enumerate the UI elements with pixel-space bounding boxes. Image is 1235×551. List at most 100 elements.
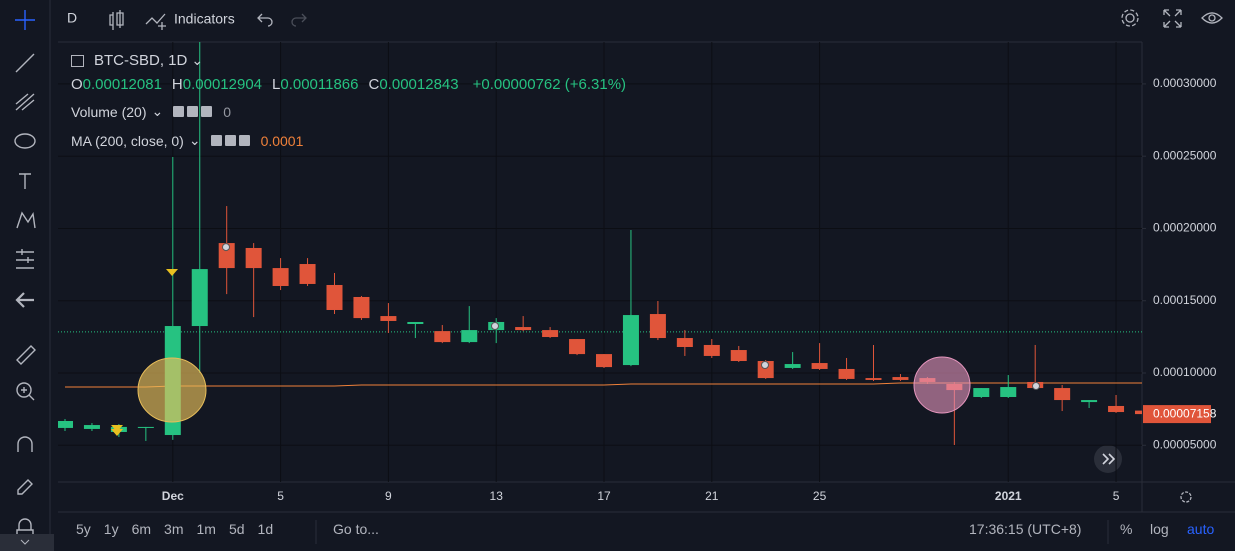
event-marker [1032,381,1040,390]
zoom-tool[interactable] [16,382,32,398]
axes: 0.00005000 0.00010000 0.00015000 0.00020000… [162,76,1217,503]
trend-line-tool[interactable] [15,53,35,73]
volume-legend: Volume (20) ⌄ 0 [71,103,232,120]
chart-style-button[interactable] [109,10,124,30]
ohlc-label: O [71,76,83,93]
candle-body [1135,410,1142,415]
magnet-tool[interactable] [17,436,33,452]
indicators-button[interactable]: Indicators [174,11,235,27]
settings-button[interactable] [224,135,236,146]
remove-button[interactable] [201,106,213,117]
collapse-icon [20,539,30,545]
range-button[interactable]: 5d [228,521,245,537]
y-tick-label: 0.00025000 [1153,148,1217,162]
plot-area [58,42,1142,482]
range-button[interactable]: 6m [131,521,152,537]
shape-tool[interactable] [14,133,36,149]
candle-body [730,350,747,362]
symbol-title[interactable]: BTC-SBD, 1D [94,52,188,69]
candle-body [380,316,397,321]
settings-button[interactable] [1125,13,1135,23]
range-button[interactable]: 5y [76,521,91,537]
ma-name: MA (200, close, 0) [71,132,184,149]
last-price-box [1143,405,1211,424]
remove-button[interactable] [238,135,250,146]
x-tick-label: 2021 [995,489,1022,503]
fullscreen-button[interactable] [1163,9,1182,28]
candle-body [58,421,73,428]
ohlc-value: 0.00012904 [182,76,263,93]
candle-body [1108,405,1125,413]
x-tick-label: Dec [162,489,184,503]
redo-button[interactable] [291,13,307,27]
crosshair-tool[interactable] [15,10,35,30]
pattern-tool[interactable] [16,211,36,229]
candle-body [973,388,990,398]
candle-body [434,331,451,343]
event-marker [761,361,769,370]
range-button[interactable]: 1m [196,521,216,537]
scroll-icon [1102,453,1116,465]
undo-button[interactable] [257,13,273,27]
candle-body [1081,400,1098,403]
candle-body [1054,388,1071,401]
ohlc-label: H [171,76,183,93]
auto-toggle[interactable]: auto [1187,521,1215,537]
y-tick-label: 0.00020000 [1153,221,1217,235]
prediction-tool[interactable] [16,249,34,269]
range-button[interactable]: 1y [103,521,119,537]
candle-body [784,364,801,368]
event-marker [491,321,499,330]
candle-body [137,426,154,428]
range-button[interactable]: 1d [257,521,274,537]
candle-body [649,314,666,339]
candle-body [703,344,720,356]
signal-arrow [166,269,178,276]
last-price-label: 0.00007158 [1153,406,1217,420]
goto-button[interactable]: Go to... [333,521,379,537]
text-tool[interactable] [19,173,31,189]
back-tool[interactable] [15,292,34,308]
fib-tool[interactable] [15,93,35,111]
ohlc-value: 0.00012081 [82,76,162,93]
candle-body [596,354,612,368]
collapse-legend[interactable] [71,54,84,67]
highlight-circle [913,356,971,414]
volume-name: Volume (20) [71,103,147,120]
highlight-circle [137,357,207,423]
top-toolbar-icons [109,9,1223,503]
event-marker [222,243,230,252]
x-tick-label: 5 [1113,489,1120,503]
candle-body [407,321,424,325]
candle-body [892,377,909,380]
hide-button[interactable] [210,135,222,146]
ma-value: 0.0001 [260,132,304,149]
candle-body [811,363,828,369]
drawing-tools [14,10,36,541]
log-toggle[interactable]: log [1150,521,1169,537]
ohlc-label: C [368,76,380,93]
candle-body [865,378,882,380]
candle-body [245,247,262,269]
ohlc-value: 0.00012843 [379,76,459,93]
interval-button[interactable]: D [67,10,77,26]
draw-mode-tool[interactable] [17,479,33,495]
ohlc-legend: O 0.00012081 H 0.00012904 L 0.00011866 C 0.0001… [71,76,626,93]
price-change: +0.00000762 (+6.31%) [472,76,627,93]
candle-body [838,368,855,379]
candle-body [1000,387,1017,398]
settings-button[interactable] [187,106,199,117]
visibility-button[interactable] [1201,12,1223,24]
percent-toggle[interactable]: % [1120,521,1133,537]
ohlc-label: L [272,76,281,93]
x-tick-label: 25 [813,489,827,503]
candle-body [569,339,586,355]
measure-tool[interactable] [16,345,36,365]
range-button[interactable]: 3m [164,521,184,537]
axis-settings-button[interactable] [1180,491,1192,503]
x-tick-label: 13 [490,489,504,503]
candle-body [191,269,208,327]
candle-body [353,296,370,319]
hide-button[interactable] [173,106,185,117]
candle-body [542,330,559,338]
